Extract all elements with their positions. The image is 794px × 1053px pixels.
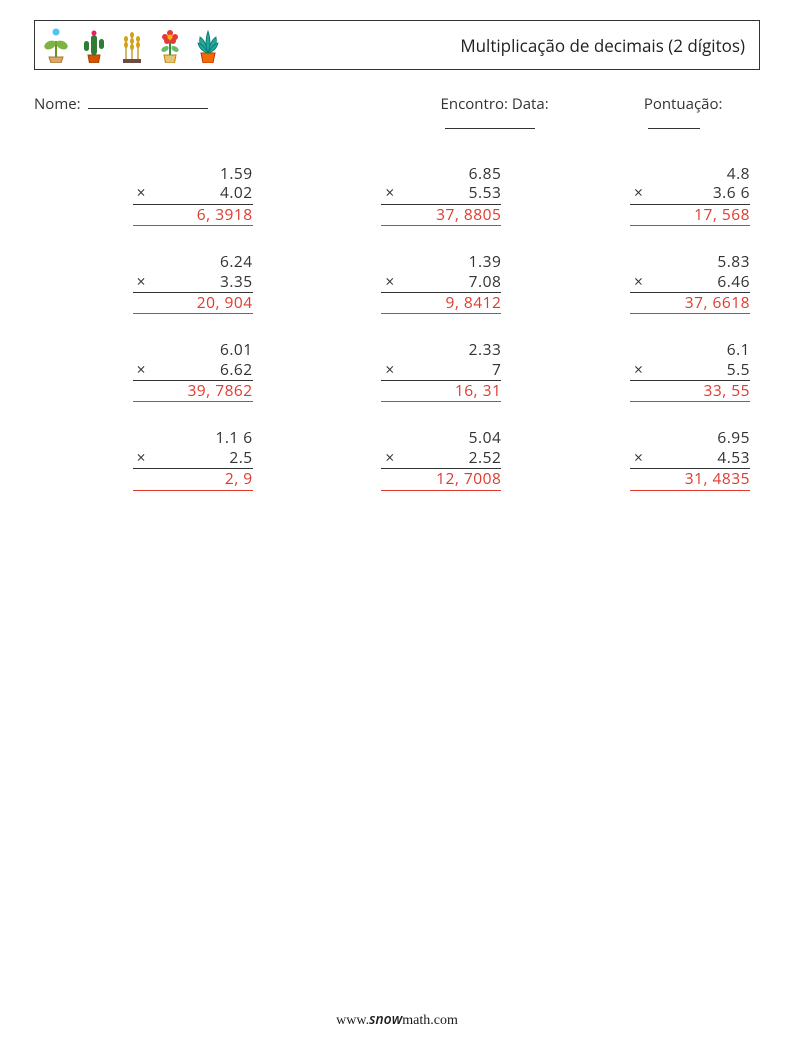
multiplier: 6.46 <box>717 272 750 291</box>
header-box: Multiplicação de decimais (2 dígitos) <box>34 20 760 70</box>
answer: 17, 568 <box>630 205 750 226</box>
multiply-sign: × <box>133 448 146 467</box>
answer: 12, 7008 <box>381 469 501 490</box>
date-label: Encontro: Data: <box>441 94 549 114</box>
answer: 2, 9 <box>133 469 253 490</box>
operator-row: × 4.02 <box>133 183 253 204</box>
problem: 1.59×4.026, 3918 <box>44 164 253 226</box>
multiplicand: 6.1 <box>630 340 750 359</box>
multiplier: 5.5 <box>727 360 750 379</box>
multiplier: 7 <box>492 360 501 379</box>
worksheet-title: Multiplicação de decimais (2 dígitos) <box>223 34 749 57</box>
score-label: Pontuação: <box>644 94 723 114</box>
multiply-sign: × <box>133 183 146 202</box>
multiply-sign: × <box>381 360 394 379</box>
multiplicand: 5.04 <box>381 428 501 447</box>
wheat-pot-icon <box>117 27 147 63</box>
date-blank <box>445 128 535 129</box>
multiply-sign: × <box>630 183 643 202</box>
answer: 33, 55 <box>630 381 750 402</box>
multiplicand: 6.95 <box>630 428 750 447</box>
succulent-pot-icon <box>193 27 223 63</box>
multiplier: 3.6 6 <box>713 183 750 202</box>
multiply-sign: × <box>630 360 643 379</box>
meta-row: Nome: Encontro: Data: Pontuação: <box>34 94 760 134</box>
problem: 6.24× 3.35 20, 904 <box>44 252 253 314</box>
operator-row: × 3.35 <box>133 272 253 293</box>
multiplicand: 5.83 <box>630 252 750 271</box>
multiplier: 3.35 <box>220 272 253 291</box>
footer: www.snowmath.com <box>0 1010 794 1029</box>
operator-row: × 3.6 6 <box>630 183 750 204</box>
multiply-sign: × <box>133 272 146 291</box>
multiplier: 4.02 <box>220 183 253 202</box>
operator-row: × 6.62 <box>133 360 253 381</box>
multiplier: 2.52 <box>469 448 502 467</box>
problem: 1.1 6× 2.5 2, 9 <box>44 428 253 490</box>
multiply-sign: × <box>630 448 643 467</box>
footer-prefix: www. <box>336 1013 369 1028</box>
answer: 16, 31 <box>381 381 501 402</box>
operator-row: × 7.08 <box>381 272 501 293</box>
multiply-sign: × <box>381 448 394 467</box>
answer: 6, 3918 <box>133 205 253 226</box>
multiplicand: 6.01 <box>133 340 253 359</box>
name-label: Nome: <box>34 94 81 114</box>
operator-row: ×7 <box>381 360 501 381</box>
flower-pot-icon <box>155 27 185 63</box>
multiply-sign: × <box>381 183 394 202</box>
problem: 1.39× 7.08 9, 8412 <box>293 252 502 314</box>
answer: 37, 6618 <box>630 293 750 314</box>
multiply-sign: × <box>133 360 146 379</box>
problem: 5.83× 6.46 37, 6618 <box>541 252 750 314</box>
multiply-sign: × <box>630 272 643 291</box>
operator-row: × 6.46 <box>630 272 750 293</box>
answer: 20, 904 <box>133 293 253 314</box>
answer: 9, 8412 <box>381 293 501 314</box>
footer-brand: snow <box>369 1010 402 1029</box>
problem: 4.8×3.6 617, 568 <box>541 164 750 226</box>
score-blank <box>648 128 700 129</box>
problem: 6.95× 4.53 31, 4835 <box>541 428 750 490</box>
problem: 2.33×716, 31 <box>293 340 502 402</box>
footer-suffix: math.com <box>402 1013 458 1028</box>
problem: 6.1× 5.5 33, 55 <box>541 340 750 402</box>
sprout-pot-icon <box>41 27 71 63</box>
problems-grid: 1.59×4.026, 39186.85×5.5337, 88054.8×3.6… <box>34 164 760 491</box>
multiplicand: 1.39 <box>381 252 501 271</box>
multiplicand: 1.1 6 <box>133 428 253 447</box>
multiplier: 7.08 <box>469 272 502 291</box>
header-icons <box>41 27 223 63</box>
operator-row: × 5.53 <box>381 183 501 204</box>
operator-row: × 5.5 <box>630 360 750 381</box>
problem: 6.85×5.5337, 8805 <box>293 164 502 226</box>
multiplicand: 2.33 <box>381 340 501 359</box>
multiplier: 4.53 <box>717 448 750 467</box>
name-blank <box>88 108 208 109</box>
answer: 31, 4835 <box>630 469 750 490</box>
answer: 39, 7862 <box>133 381 253 402</box>
answer: 37, 8805 <box>381 205 501 226</box>
problem: 6.01× 6.62 39, 7862 <box>44 340 253 402</box>
operator-row: × 2.52 <box>381 448 501 469</box>
multiplicand: 6.24 <box>133 252 253 271</box>
multiplier: 2.5 <box>229 448 252 467</box>
cactus-pot-icon <box>79 27 109 63</box>
multiplier: 6.62 <box>220 360 253 379</box>
operator-row: × 4.53 <box>630 448 750 469</box>
problem: 5.04× 2.52 12, 7008 <box>293 428 502 490</box>
multiply-sign: × <box>381 272 394 291</box>
multiplier: 5.53 <box>469 183 502 202</box>
operator-row: × 2.5 <box>133 448 253 469</box>
